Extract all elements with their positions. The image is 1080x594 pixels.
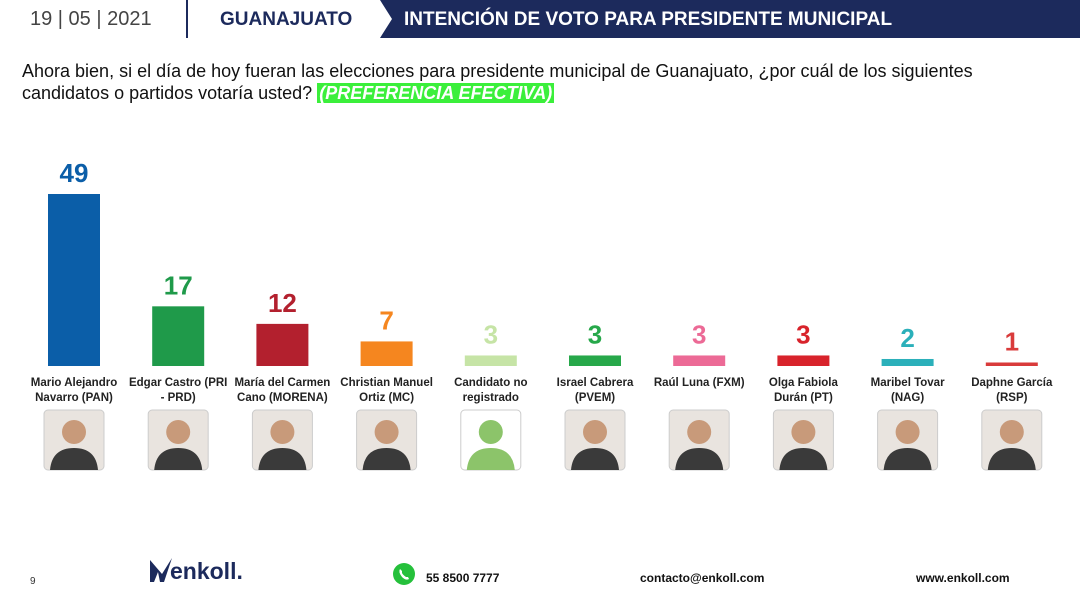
bar — [360, 341, 413, 366]
category-label: Christian Manuel Ortiz (MC) — [340, 377, 433, 404]
bar — [464, 355, 517, 366]
candidate-photo — [460, 409, 522, 471]
photo-body — [258, 448, 307, 470]
candidate-photo — [981, 409, 1043, 471]
category-label: Daphne García (RSP) — [971, 377, 1053, 404]
candidate-photo — [772, 409, 834, 471]
candidate-photo — [668, 409, 730, 471]
photo-body — [675, 448, 724, 470]
candidate-photo — [564, 409, 626, 471]
category-label: Candidato no registrado — [454, 377, 528, 404]
category-label: Mario Alejandro Navarro (PAN) — [30, 377, 118, 404]
category-label: Olga Fabiola Durán (PT) — [768, 377, 838, 404]
photo-body — [362, 448, 411, 470]
photo-head — [583, 420, 607, 444]
value-label: 49 — [60, 158, 89, 188]
title-banner — [380, 0, 1080, 38]
category-label: Raúl Luna (FXM) — [653, 377, 745, 389]
page-number: 9 — [30, 576, 36, 587]
logo: enkoll. — [170, 558, 243, 584]
title: INTENCIÓN DE VOTO PARA PRESIDENTE MUNICI… — [404, 9, 893, 30]
photo-head — [374, 420, 399, 444]
photo-head — [687, 420, 712, 444]
photo-body — [883, 448, 932, 470]
photo-head — [895, 420, 920, 444]
email: contacto@enkoll.com — [640, 571, 765, 585]
whatsapp-icon — [393, 563, 415, 585]
photo-body — [779, 448, 828, 470]
photo-body — [987, 448, 1036, 470]
candidate-photo — [147, 409, 209, 471]
highlight: (PREFERENCIA EFECTIVA) — [317, 83, 555, 103]
bar — [673, 355, 726, 366]
category-label: Maribel Tovar (NAG) — [870, 377, 945, 404]
bar — [152, 306, 205, 366]
value-label: 3 — [796, 319, 810, 349]
value-label: 2 — [900, 323, 914, 353]
category-label: Edgar Castro (PRI - PRD) — [128, 377, 228, 404]
photo-body — [154, 448, 203, 470]
website: www.enkoll.com — [916, 571, 1010, 585]
value-label: 7 — [379, 305, 393, 335]
photo-head — [270, 420, 295, 444]
value-label: 3 — [692, 319, 706, 349]
bar — [256, 323, 309, 366]
logo-mark — [150, 558, 172, 582]
bar — [881, 358, 934, 366]
bar — [569, 355, 621, 366]
photo-body — [466, 448, 515, 470]
photo-head — [166, 420, 191, 444]
photo-head — [791, 420, 816, 444]
photo-head — [999, 420, 1024, 444]
value-label: 17 — [164, 270, 193, 300]
value-label: 3 — [484, 319, 498, 349]
photo-head — [478, 420, 503, 444]
candidate-photo — [356, 409, 418, 471]
value-label: 12 — [268, 288, 297, 318]
candidate-photo — [43, 409, 105, 471]
value-label: 3 — [588, 319, 602, 349]
category-label: María del Carmen Cano (MORENA) — [234, 377, 331, 404]
bar — [985, 362, 1038, 366]
candidate-photo — [251, 409, 313, 471]
bar — [48, 194, 100, 366]
question-text: Ahora bien, si el día de hoy fueran las … — [22, 61, 973, 103]
category-label: Israel Cabrera (PVEM) — [556, 377, 634, 404]
candidate-photo — [877, 409, 939, 471]
question: Ahora bien, si el día de hoy fueran las … — [22, 60, 1012, 104]
value-label: 1 — [1005, 326, 1019, 356]
photo-body — [50, 448, 98, 470]
phone: 55 8500 7777 — [426, 571, 500, 585]
photo-body — [571, 448, 619, 470]
divider — [186, 0, 188, 38]
place: GUANAJUATO — [220, 9, 353, 30]
photo-head — [62, 420, 86, 444]
date: 19 | 05 | 2021 — [30, 8, 152, 30]
bar — [777, 355, 830, 366]
chart: 49 17 12 7 3 3 3 3 2 1 — [43, 158, 1043, 471]
